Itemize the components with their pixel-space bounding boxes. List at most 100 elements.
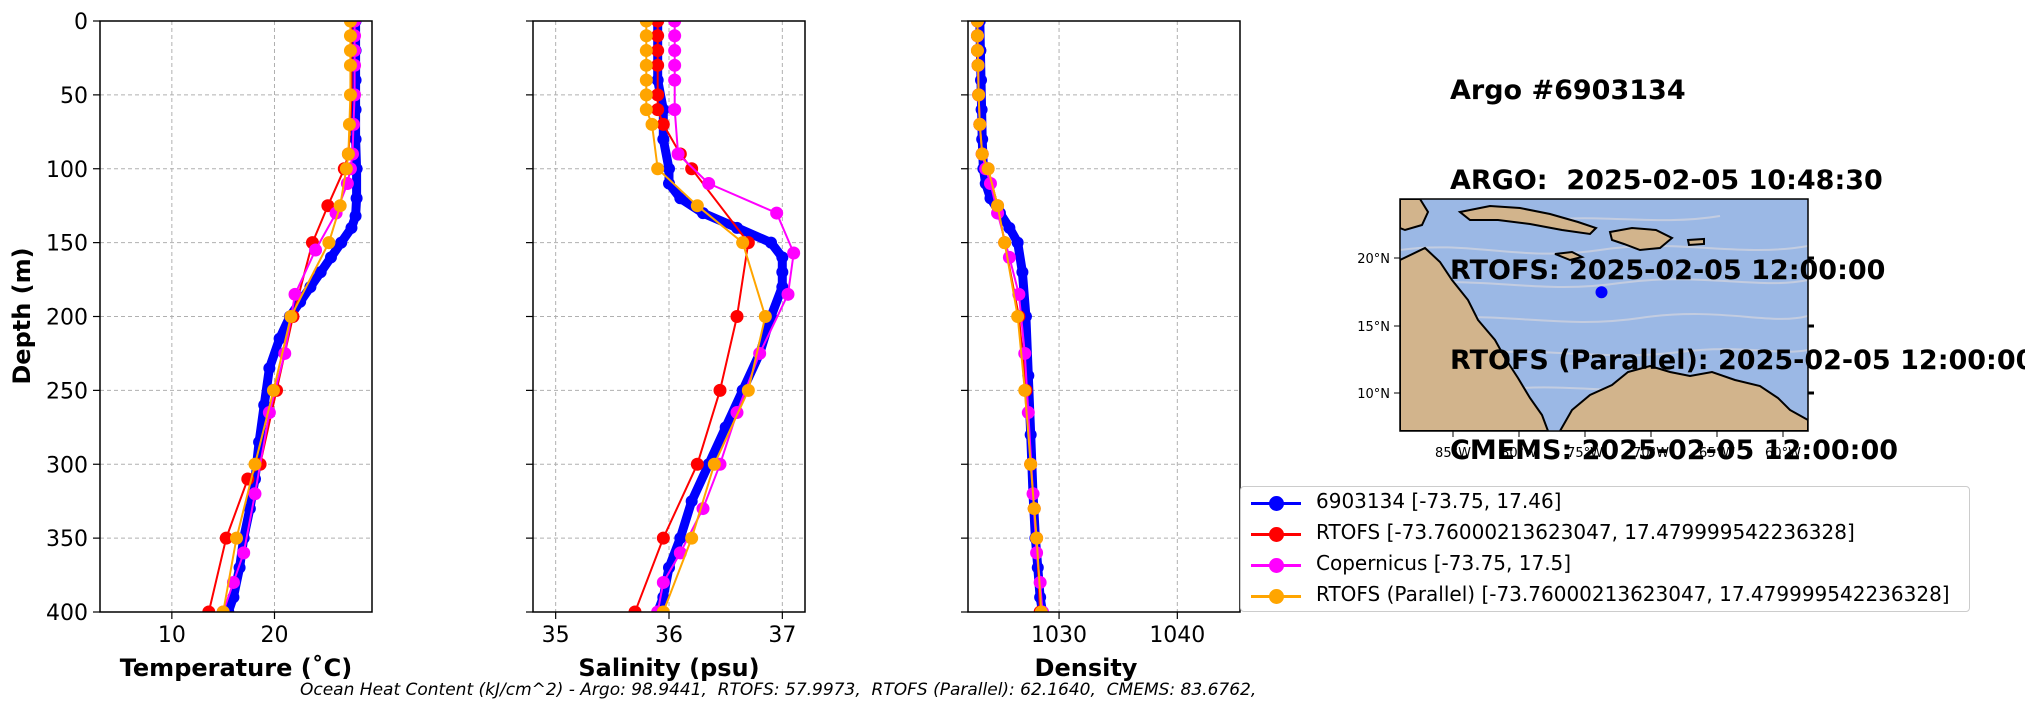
data-point: [690, 199, 704, 213]
data-point: [628, 605, 642, 612]
temperature-grid: [100, 20, 372, 613]
data-point: [651, 29, 665, 43]
legend-label: RTOFS (Parallel) [-73.76000213623047, 17…: [1316, 582, 1950, 606]
data-point: [981, 162, 995, 176]
map-lon-label: 75°W: [1567, 446, 1603, 461]
density-xlabel: Density: [1035, 654, 1138, 682]
data-point: [991, 199, 1005, 213]
data-point: [335, 236, 348, 249]
data-point: [668, 21, 682, 28]
data-point: [343, 29, 357, 43]
data-point: [341, 147, 355, 161]
density-ticks: 1030 1040: [961, 20, 1205, 648]
density-grid: [968, 20, 1240, 613]
data-point: [668, 29, 682, 43]
map-lat-label: 10°N: [1357, 387, 1390, 402]
data-point: [656, 575, 670, 589]
data-point: [219, 531, 233, 545]
data-point: [1018, 383, 1032, 397]
map-streamlines: [1400, 215, 1808, 392]
density-series: [970, 21, 1050, 612]
data-point: [639, 103, 653, 117]
cmems-time: CMEMS: 2025-02-05 12:00:00: [1450, 435, 1899, 466]
x-tick-label: 37: [768, 623, 796, 648]
series-line: [976, 21, 1043, 612]
y-tick-label: 100: [46, 158, 88, 183]
data-point: [673, 546, 687, 560]
series-line: [207, 21, 353, 612]
data-point: [333, 199, 347, 213]
legend-label: 6903134 [-73.75, 17.46]: [1316, 489, 1562, 513]
legend-marker: [1269, 496, 1284, 511]
data-point: [1024, 457, 1038, 471]
legend-label: Copernicus [-73.75, 17.5]: [1316, 551, 1572, 575]
data-point: [273, 332, 286, 345]
data-point: [663, 561, 675, 574]
data-point: [663, 177, 675, 190]
data-point: [787, 246, 801, 260]
data-point: [971, 58, 985, 72]
data-point: [975, 74, 988, 87]
argo-time: ARGO: 2025-02-05 10:48:30: [1450, 165, 1883, 196]
legend-marker: [1269, 527, 1284, 542]
data-point: [651, 58, 665, 72]
data-point: [741, 383, 755, 397]
map-features: [1400, 199, 1808, 431]
data-point: [645, 117, 659, 131]
data-point: [1034, 605, 1048, 612]
data-point: [730, 310, 744, 323]
legend-label: RTOFS [-73.76000213623047, 17.4799995422…: [1316, 520, 1855, 544]
ohc-footer: Ocean Heat Content (kJ/cm^2) - Argo: 98.…: [300, 680, 1257, 700]
data-point: [230, 531, 244, 545]
data-point: [202, 605, 216, 612]
data-point: [685, 162, 699, 176]
data-point: [345, 221, 358, 234]
data-point: [343, 21, 357, 28]
salinity-series: [628, 21, 801, 612]
data-point: [656, 117, 670, 131]
data-point: [668, 44, 682, 58]
data-point: [976, 133, 989, 146]
data-point: [651, 44, 665, 58]
data-point: [685, 495, 698, 508]
legend-marker: [1269, 558, 1284, 573]
x-tick-label: 1030: [1031, 623, 1087, 648]
data-point: [314, 266, 327, 279]
data-point: [1016, 266, 1029, 279]
data-point: [776, 251, 789, 264]
map-lat-label: 15°N: [1357, 320, 1390, 335]
data-point: [248, 487, 262, 501]
data-point: [324, 251, 337, 264]
legend-marker: [1269, 589, 1284, 604]
data-point: [1011, 310, 1025, 323]
map-lat-label: 20°N: [1357, 252, 1390, 267]
data-point: [339, 162, 353, 176]
data-point: [237, 546, 251, 560]
data-point: [765, 236, 777, 249]
x-tick-label: 35: [542, 623, 570, 648]
location-map: 85°W 80°W 75°W 70°W 65°W 60°W 20°N 15°N …: [1357, 198, 1814, 461]
data-point: [719, 421, 732, 434]
data-point: [776, 266, 789, 279]
data-point: [651, 88, 665, 102]
data-point: [690, 457, 704, 471]
data-point: [685, 531, 699, 545]
salinity-ticks: 35 36 37: [526, 20, 796, 648]
data-point: [975, 147, 989, 161]
data-point: [262, 406, 276, 420]
data-point: [349, 133, 362, 146]
data-point: [1012, 287, 1026, 301]
data-point: [1030, 531, 1044, 545]
map-lon-label: 70°W: [1633, 446, 1669, 461]
data-point: [266, 383, 280, 397]
x-tick-label: 10: [158, 623, 186, 648]
data-point: [1011, 236, 1024, 249]
series-line: [645, 21, 767, 612]
data-point: [973, 117, 987, 131]
data-point: [663, 162, 675, 175]
x-tick-label: 1040: [1149, 623, 1205, 648]
data-point: [707, 457, 721, 471]
map-lon-ticks: 85°W 80°W 75°W 70°W 65°W 60°W: [1435, 431, 1801, 461]
